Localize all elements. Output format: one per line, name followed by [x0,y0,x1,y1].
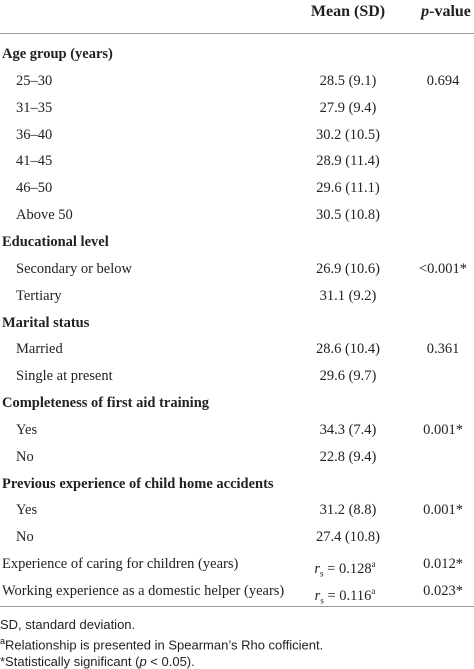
header-p-rest: -value [429,3,471,20]
group-title: Completeness of first aid training [2,395,210,412]
row-label: No [16,529,34,546]
row-label: Married [16,341,63,358]
row-label: 36–40 [16,126,53,143]
header-p-italic: p [421,3,430,20]
footnote: SD, standard deviation. [0,617,136,632]
footnote-text: < 0.05). [146,654,195,669]
header-mean: Mean (SD) [310,3,386,20]
row-label: Yes [16,502,38,519]
footnote-text: *Statistically significant ( [0,654,140,669]
row-label: 25–30 [16,72,53,89]
r-sub: s [320,595,324,606]
mean-sd: 34.3 (7.4) [319,421,377,438]
mean-sd: 31.1 (9.2) [319,287,377,304]
footnote-text: Relationship is presented in Spearman’s … [5,637,324,653]
r-sub: s [320,568,324,579]
p-value: 0.012* [423,556,463,573]
group-title: Marital status [2,314,90,331]
rule [0,606,474,607]
row-label: No [16,448,34,465]
p-value: 0.001* [423,421,463,438]
row-label: Experience of caring for children (years… [2,556,239,573]
group-title: Educational level [2,233,109,250]
row-label: 41–45 [16,153,53,170]
mean-sd: 26.9 (10.6) [315,260,381,277]
mean-sd: 29.6 (11.1) [316,180,380,197]
p-value: <0.001* [418,260,468,277]
rule [0,33,474,34]
p-value: 0.694 [426,72,460,89]
row-label: Working experience as a domestic helper … [2,583,285,599]
mean-sd: 30.2 (10.5) [315,126,381,143]
row-label: 46–50 [16,180,53,197]
row-label: Tertiary [16,287,62,304]
group-title: Previous experience of child home accide… [2,475,274,492]
r: r [314,587,321,604]
mean-sd: 31.2 (8.8) [319,502,377,519]
r: r [314,560,321,577]
mean-sd: 28.9 (11.4) [316,153,380,170]
mean-sd: 27.4 (10.8) [315,529,381,546]
footnote: *Statistically significant (p < 0.05). [0,654,195,669]
mean-sd: 30.5 (10.8) [315,207,381,224]
r-sup: a [371,586,376,596]
p-value: 0.001* [423,502,463,519]
p-value: 0.361 [426,341,460,358]
footnote-mark: a [0,636,6,646]
row-label: Above 50 [16,207,73,224]
r-value: = 0.128 [323,560,372,577]
mean-sd: 22.8 (9.4) [319,448,377,465]
r-sup: a [371,559,376,570]
mean-sd: 28.5 (9.1) [319,72,377,89]
mean-sd: 29.6 (9.7) [319,368,377,385]
r-value: = 0.116 [323,587,372,604]
footnote: aRelationship is presented in Spearman’s… [0,636,323,652]
row-label: 31–35 [16,99,53,116]
footnote-italic: p [139,654,147,669]
group-title: Age group (years) [2,46,113,62]
correlation: rs = 0.128a [314,555,375,583]
row-label: Secondary or below [16,260,132,277]
row-label: Single at present [16,368,113,385]
mean-sd: 28.6 (10.4) [315,341,381,358]
row-label: Yes [16,421,38,438]
p-value: 0.023* [423,583,463,599]
header-p: p-value [421,3,471,21]
mean-sd: 27.9 (9.4) [319,99,377,116]
correlation: rs = 0.116a [315,582,376,610]
